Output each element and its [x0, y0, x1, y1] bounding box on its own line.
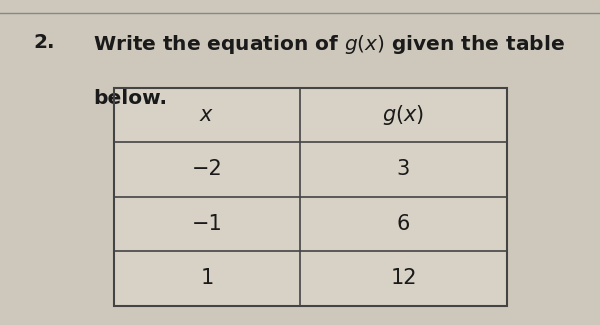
- Text: 3: 3: [397, 159, 410, 179]
- Text: 1: 1: [200, 268, 214, 288]
- Text: Write the equation of $g(x)$ given the table: Write the equation of $g(x)$ given the t…: [93, 32, 565, 56]
- Text: 6: 6: [397, 214, 410, 234]
- Text: below.: below.: [93, 89, 167, 108]
- Text: 12: 12: [390, 268, 417, 288]
- Bar: [114, 88, 507, 306]
- Text: −2: −2: [191, 159, 223, 179]
- Text: −1: −1: [191, 214, 223, 234]
- Text: $g(x)$: $g(x)$: [382, 103, 425, 127]
- Bar: [114, 88, 507, 306]
- Text: 2.: 2.: [33, 32, 55, 51]
- Text: $x$: $x$: [199, 105, 215, 125]
